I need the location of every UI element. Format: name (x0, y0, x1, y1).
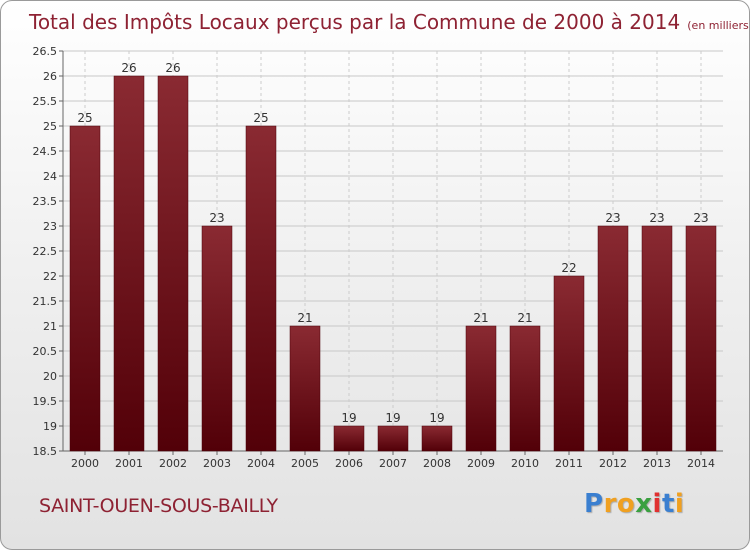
y-tick-label: 19.5 (33, 395, 58, 408)
data-label-2007: 19 (385, 411, 400, 425)
data-label-2005: 21 (297, 311, 312, 325)
bar-2013[interactable] (641, 225, 673, 452)
y-tick-label: 21.5 (33, 295, 58, 308)
bar-2007[interactable] (377, 425, 409, 452)
bar-2008[interactable] (421, 425, 453, 452)
logo-letter: x (635, 489, 653, 519)
data-label-2014: 23 (693, 211, 708, 225)
y-tick-label: 19 (43, 420, 57, 433)
y-tick-label: 24 (43, 170, 57, 183)
bar-2014[interactable] (685, 225, 717, 452)
chart-title: Total des Impôts Locaux perçus par la Co… (28, 10, 750, 34)
x-tick-label: 2009 (467, 457, 495, 470)
bars (69, 75, 717, 452)
bar-2003[interactable] (201, 225, 233, 452)
y-tick-label: 23 (43, 220, 57, 233)
data-label-2008: 19 (429, 411, 444, 425)
data-label-2012: 23 (605, 211, 620, 225)
y-tick-label: 23.5 (33, 195, 58, 208)
data-label-2010: 21 (517, 311, 532, 325)
x-tick-label: 2007 (379, 457, 407, 470)
y-tick-label: 20.5 (33, 345, 58, 358)
y-tick-label: 22.5 (33, 245, 58, 258)
bar-2002[interactable] (157, 75, 189, 452)
x-tick-label: 2006 (335, 457, 363, 470)
y-tick-label: 18.5 (33, 445, 58, 458)
x-tick-label: 2008 (423, 457, 451, 470)
proxiti-logo[interactable]: Proxiti (584, 489, 684, 519)
logo-letter: o (616, 489, 636, 519)
x-tick-label: 2013 (643, 457, 671, 470)
bar-2011[interactable] (553, 275, 585, 452)
commune-name: SAINT-OUEN-SOUS-BAILLY (39, 495, 278, 517)
chart-title-main: Total des Impôts Locaux perçus par la Co… (28, 10, 680, 34)
y-tick-label: 25 (43, 120, 57, 133)
logo-letter: i (674, 489, 685, 519)
data-label-2002: 26 (165, 61, 180, 75)
x-tick-label: 2002 (159, 457, 187, 470)
x-tick-label: 2011 (555, 457, 583, 470)
y-tick-label: 21 (43, 320, 57, 333)
bar-2009[interactable] (465, 325, 497, 452)
labels: 18.5 19 19.5 20 20.5 21 21.5 22 22.5 23 23.5 24 24.5… (33, 45, 716, 470)
y-tick-label: 25.5 (33, 95, 58, 108)
data-label-2009: 21 (473, 311, 488, 325)
y-tick-label: 24.5 (33, 145, 58, 158)
x-tick-label: 2001 (115, 457, 143, 470)
y-tick-label: 26.5 (33, 45, 58, 58)
logo-letter: i (652, 489, 662, 519)
bar-2012[interactable] (597, 225, 629, 452)
x-tick-label: 2010 (511, 457, 539, 470)
y-tick-label: 20 (43, 370, 57, 383)
logo-letter: r (603, 489, 617, 519)
data-label-2011: 22 (561, 261, 576, 275)
data-label-2003: 23 (209, 211, 224, 225)
y-tick-label: 22 (43, 270, 57, 283)
x-tick-label: 2014 (687, 457, 715, 470)
data-label-2000: 25 (77, 111, 92, 125)
logo-letter: P (584, 489, 604, 519)
x-tick-label: 2004 (247, 457, 275, 470)
bar-2005[interactable] (289, 325, 321, 452)
bar-2010[interactable] (509, 325, 541, 452)
data-label-2004: 25 (253, 111, 268, 125)
y-tick-label: 26 (43, 70, 57, 83)
data-label-2006: 19 (341, 411, 356, 425)
data-label-2001: 26 (121, 61, 136, 75)
chart-title-unit: (en milliers d'€) (687, 19, 750, 32)
x-tick-label: 2005 (291, 457, 319, 470)
bar-2001[interactable] (113, 75, 145, 452)
bar-2006[interactable] (333, 425, 365, 452)
logo-letter: t (661, 489, 675, 519)
x-tick-label: 2012 (599, 457, 627, 470)
x-tick-label: 2000 (71, 457, 99, 470)
data-label-2013: 23 (649, 211, 664, 225)
x-tick-label: 2003 (203, 457, 231, 470)
bar-2000[interactable] (69, 125, 101, 452)
bar-2004[interactable] (245, 125, 277, 452)
